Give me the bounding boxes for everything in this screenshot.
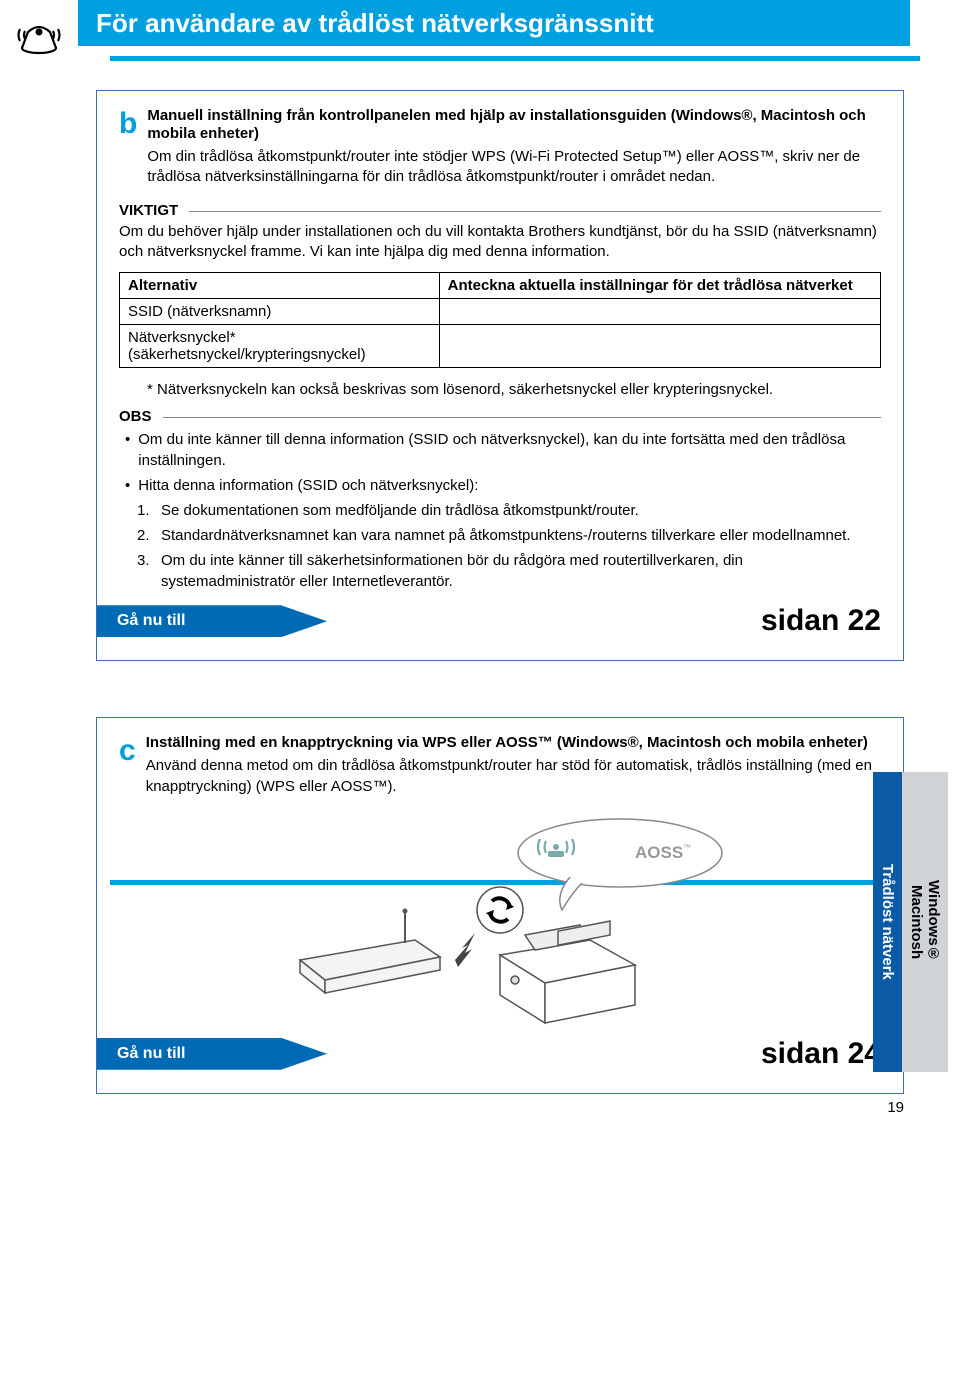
section-letter-c: c — [119, 734, 136, 768]
tab-os: Windows® Macintosh — [902, 772, 948, 1072]
section-b-box: b Manuell inställning från kontrollpanel… — [96, 90, 904, 661]
table-cell: SSID (nätverksnamn) — [120, 299, 440, 325]
page-reference: sidan 24 — [761, 1037, 881, 1071]
obs-item: Hitta denna information (SSID och nätver… — [138, 475, 478, 496]
obs-numbered-item: Om du inte känner till säkerhetsinformat… — [161, 550, 881, 592]
side-tabs: Trådlöst nätverk Windows® Macintosh — [873, 772, 948, 1072]
wps-aoss-illustration: AOSS ™ — [119, 815, 881, 1025]
table-row: SSID (nätverksnamn) — [120, 299, 881, 325]
section-c-body: Använd denna metod om din trådlösa åtkom… — [146, 756, 881, 797]
footnote: * Nätverksnyckeln kan också beskrivas so… — [147, 380, 881, 400]
page-header: För användare av trådlöst nätverksgränss… — [0, 0, 960, 70]
section-b-title: Manuell inställning från kontrollpanelen… — [147, 107, 865, 142]
aoss-label: AOSS — [635, 843, 683, 862]
obs-list: Om du inte känner till denna information… — [119, 429, 881, 592]
goto-ribbon: Gå nu till — [97, 605, 327, 637]
accent-stripe — [110, 56, 920, 61]
table-cell — [439, 299, 880, 325]
wireless-icon — [0, 0, 78, 70]
page-reference: sidan 22 — [761, 604, 881, 638]
tab-windows: Windows® — [925, 786, 942, 1058]
tab-wireless-network: Trådlöst nätverk — [873, 772, 902, 1072]
goto-ribbon: Gå nu till — [97, 1038, 327, 1070]
table-header-right: Anteckna aktuella inställningar för det … — [439, 273, 880, 299]
svg-text:™: ™ — [683, 843, 691, 852]
viktigt-heading: VIKTIGT — [119, 202, 881, 219]
section-c-title: Inställning med en knapptryckning via WP… — [146, 734, 868, 751]
settings-table: Alternativ Anteckna aktuella inställning… — [119, 272, 881, 368]
table-header-left: Alternativ — [120, 273, 440, 299]
section-b-body: Om din trådlösa åtkomstpunkt/router inte… — [147, 147, 881, 188]
table-cell: Nätverksnyckel* (säkerhetsnyckel/krypter… — [120, 325, 440, 368]
obs-item: Om du inte känner till denna information… — [138, 429, 881, 471]
section-letter-b: b — [119, 107, 137, 141]
page-number: 19 — [887, 1099, 904, 1116]
obs-numbered-item: Standardnätverksnamnet kan vara namnet p… — [161, 525, 851, 546]
table-cell — [439, 325, 880, 368]
obs-heading: OBS — [119, 408, 881, 425]
section-c-box: c Inställning med en knapptryckning via … — [96, 717, 904, 1094]
table-row: Nätverksnyckel* (säkerhetsnyckel/krypter… — [120, 325, 881, 368]
viktigt-body: Om du behöver hjälp under installationen… — [119, 222, 881, 263]
obs-numbered-item: Se dokumentationen som medföljande din t… — [161, 500, 639, 521]
page-title: För användare av trådlöst nätverksgränss… — [78, 0, 910, 46]
tab-macintosh: Macintosh — [908, 786, 925, 1058]
